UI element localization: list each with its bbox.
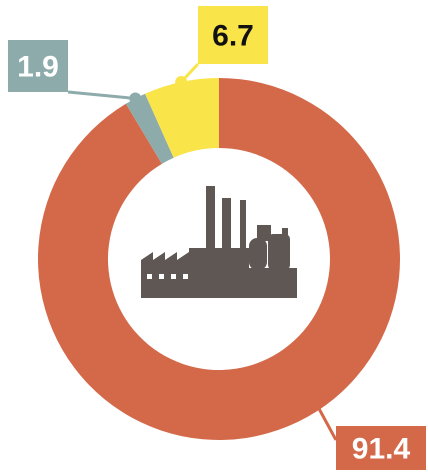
- leader-dot: [310, 398, 323, 411]
- value-label: 6.7: [212, 20, 254, 53]
- label-box: [336, 426, 426, 470]
- leader-dot: [129, 92, 142, 105]
- leader-dot: [175, 75, 188, 88]
- factory-icon: [141, 186, 297, 298]
- label-box: [198, 6, 268, 64]
- label-box: [8, 40, 68, 92]
- donut-slice: [145, 78, 219, 158]
- value-label: 1.9: [17, 51, 59, 84]
- leader-line: [67, 90, 136, 101]
- value-label: 91.4: [352, 433, 411, 466]
- leader-line: [315, 403, 338, 441]
- donut-slice: [125, 93, 174, 164]
- donut-slice: [38, 78, 401, 440]
